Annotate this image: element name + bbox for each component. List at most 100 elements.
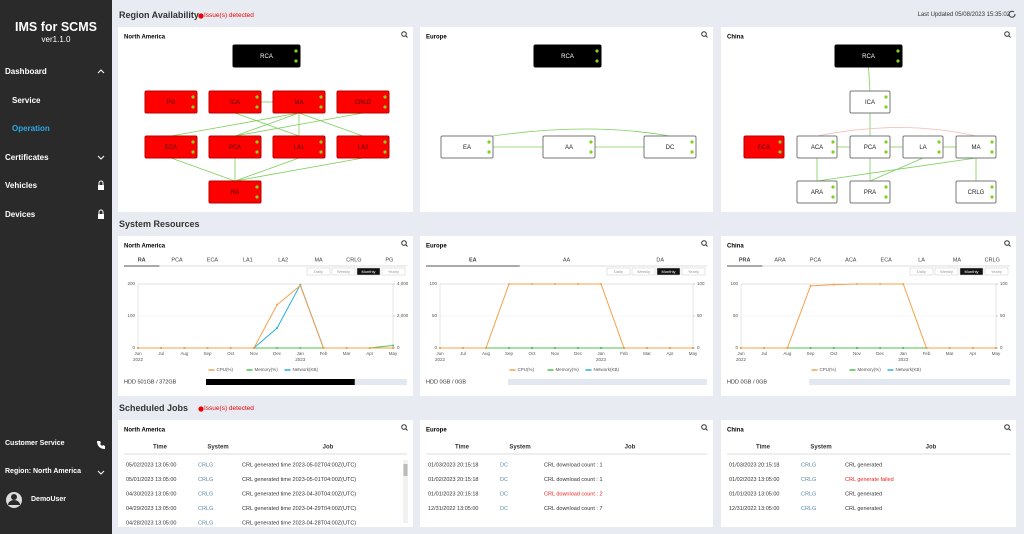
zoom-icon[interactable] bbox=[701, 424, 707, 430]
zoom-icon[interactable] bbox=[1004, 424, 1010, 430]
issue-flag[interactable]: Issue(s) detected bbox=[204, 405, 254, 412]
server-node[interactable] bbox=[542, 135, 596, 159]
resource-tab[interactable]: PRA bbox=[739, 257, 751, 263]
zoom-icon[interactable] bbox=[701, 31, 707, 37]
period-button[interactable] bbox=[381, 267, 406, 276]
server-node[interactable] bbox=[834, 44, 903, 68]
period-label[interactable]: Yearly bbox=[688, 269, 699, 274]
period-label[interactable]: Weekly bbox=[940, 269, 953, 274]
server-node[interactable] bbox=[533, 44, 602, 68]
resource-tab[interactable]: CRLG bbox=[985, 257, 1000, 263]
resource-tab[interactable]: EA bbox=[469, 257, 477, 263]
menu-item[interactable]: Devices bbox=[5, 210, 36, 219]
server-node[interactable] bbox=[955, 180, 997, 204]
zoom-icon[interactable] bbox=[1004, 31, 1010, 37]
user-name[interactable]: DemoUser bbox=[31, 496, 67, 503]
menu-item[interactable]: Vehicles bbox=[5, 181, 38, 190]
resource-tab[interactable]: AA bbox=[563, 257, 571, 263]
period-button[interactable] bbox=[356, 267, 381, 276]
period-label[interactable]: Weekly bbox=[337, 269, 350, 274]
server-node[interactable] bbox=[796, 180, 838, 204]
jobs-panel-canvas: China Time System Job 01/03/2023 20:15:18 CRL… bbox=[727, 424, 1011, 512]
server-node[interactable] bbox=[144, 135, 198, 159]
resource-tab[interactable]: CRLG bbox=[346, 257, 361, 263]
y-tick-label: 100 bbox=[730, 281, 738, 286]
data-point bbox=[577, 283, 579, 285]
resource-tab[interactable]: ARA bbox=[774, 257, 786, 263]
period-button[interactable] bbox=[331, 267, 356, 276]
resource-tab[interactable]: LA1 bbox=[243, 257, 253, 263]
customer-service[interactable]: Customer Service bbox=[5, 440, 65, 447]
menu-item[interactable]: Service bbox=[12, 96, 41, 105]
data-point bbox=[299, 347, 302, 349]
server-node[interactable] bbox=[208, 90, 262, 114]
region-select[interactable]: Region: North America bbox=[5, 468, 81, 475]
server-node[interactable] bbox=[796, 135, 838, 159]
server-node[interactable] bbox=[144, 90, 198, 114]
period-button[interactable] bbox=[984, 267, 1009, 276]
server-node[interactable] bbox=[440, 135, 494, 159]
zoom-icon[interactable] bbox=[1004, 240, 1010, 246]
server-node[interactable] bbox=[955, 135, 997, 159]
server-node[interactable] bbox=[272, 135, 326, 159]
resource-tab[interactable]: PG bbox=[385, 257, 393, 263]
server-node[interactable] bbox=[849, 180, 891, 204]
node-label: ARA bbox=[811, 190, 823, 196]
server-node[interactable] bbox=[208, 135, 262, 159]
server-node[interactable] bbox=[336, 90, 390, 114]
period-label[interactable]: Weekly bbox=[637, 269, 650, 274]
app-version: ver1.1.0 bbox=[41, 35, 71, 44]
period-button[interactable] bbox=[306, 267, 331, 276]
job-time: 04/29/2023 13:05:00 bbox=[126, 506, 176, 512]
period-label[interactable]: Daily bbox=[917, 269, 926, 274]
data-point bbox=[554, 283, 556, 285]
zoom-icon[interactable] bbox=[401, 240, 407, 246]
resource-tab[interactable]: ACA bbox=[845, 257, 857, 263]
resource-tab[interactable]: RA bbox=[138, 257, 146, 263]
period-label[interactable]: Yearly bbox=[388, 269, 399, 274]
server-node[interactable] bbox=[849, 135, 891, 159]
jobs-panel-canvas: Europe Time System Job 01/03/2023 20:15:18 DC… bbox=[426, 424, 708, 512]
menu-item[interactable]: Dashboard bbox=[5, 67, 47, 76]
server-node[interactable] bbox=[336, 135, 390, 159]
server-node[interactable] bbox=[208, 180, 262, 204]
scrollbar-thumb[interactable] bbox=[403, 464, 408, 476]
last-updated: Last Updated 05/08/2023 15:35:02 bbox=[917, 12, 1010, 18]
resource-tab[interactable]: LA2 bbox=[278, 257, 288, 263]
resource-tab[interactable]: LA bbox=[918, 257, 925, 263]
period-button[interactable] bbox=[934, 267, 959, 276]
resource-tab[interactable]: PCA bbox=[171, 257, 183, 263]
server-node[interactable] bbox=[232, 44, 301, 68]
menu-item[interactable]: Operation bbox=[12, 124, 50, 133]
server-node[interactable] bbox=[643, 135, 697, 159]
period-label[interactable]: Daily bbox=[314, 269, 323, 274]
server-node[interactable] bbox=[849, 90, 891, 114]
resource-tab[interactable]: MA bbox=[314, 257, 323, 263]
server-node[interactable] bbox=[902, 135, 944, 159]
x-tick-label: Aug bbox=[180, 351, 189, 356]
zoom-icon[interactable] bbox=[701, 240, 707, 246]
period-label[interactable]: Monthly bbox=[661, 269, 675, 274]
resource-tab[interactable]: PCA bbox=[810, 257, 822, 263]
period-button[interactable] bbox=[909, 267, 934, 276]
resource-tab[interactable]: ECA bbox=[881, 257, 893, 263]
zoom-icon[interactable] bbox=[401, 424, 407, 430]
server-node[interactable] bbox=[743, 135, 785, 159]
period-button[interactable] bbox=[656, 267, 681, 276]
period-button[interactable] bbox=[631, 267, 656, 276]
resource-tab[interactable]: DA bbox=[656, 257, 664, 263]
period-button[interactable] bbox=[959, 267, 984, 276]
menu-item[interactable]: Certificates bbox=[5, 153, 49, 162]
connection bbox=[234, 157, 364, 182]
period-button[interactable] bbox=[606, 267, 631, 276]
period-button[interactable] bbox=[681, 267, 706, 276]
period-label[interactable]: Monthly bbox=[361, 269, 375, 274]
resource-tab[interactable]: MA bbox=[953, 257, 962, 263]
period-label[interactable]: Daily bbox=[614, 269, 623, 274]
resource-tab[interactable]: ECA bbox=[207, 257, 219, 263]
zoom-icon[interactable] bbox=[401, 31, 407, 37]
issue-flag[interactable]: Issue(s) detected bbox=[204, 12, 254, 19]
period-label[interactable]: Yearly bbox=[991, 269, 1002, 274]
period-label[interactable]: Monthly bbox=[964, 269, 978, 274]
server-node[interactable] bbox=[272, 90, 326, 114]
